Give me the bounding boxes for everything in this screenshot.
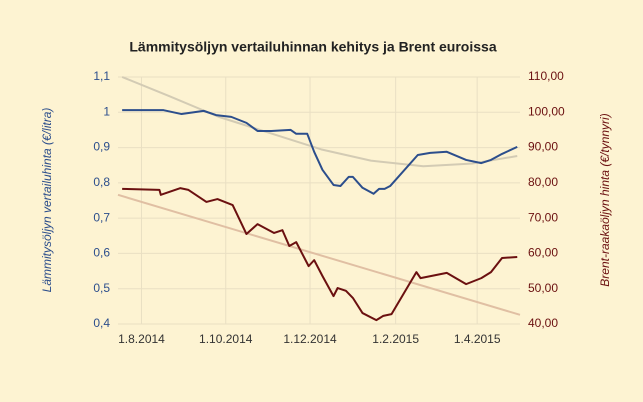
y-tick-label: 0,7 [93,210,110,224]
y-tick-label: 0,6 [93,246,110,260]
x-tick-label: 1.2.2015 [372,332,419,346]
series-line [121,76,518,168]
series-line [122,187,518,322]
y-tick-label: 0,8 [93,175,110,189]
y2-tick-label: 80,00 [528,175,558,189]
x-tick-label: 1.8.2014 [118,332,165,346]
y2-tick-label: 100,00 [528,104,565,118]
y-axis-title: Lämmitysöljyn vertailuhinta (€/litra) [40,108,54,293]
x-tick-label: 1.12.2014 [283,332,337,346]
y-tick-label: 1,1 [93,69,110,83]
y2-tick-label: 60,00 [528,246,558,260]
series-line [122,109,518,195]
y2-tick-label: 50,00 [528,281,558,295]
x-tick-label: 1.4.2015 [454,332,501,346]
y2-tick-label: 70,00 [528,210,558,224]
y2-tick-label: 40,00 [528,316,558,330]
y-tick-label: 0,5 [93,281,110,295]
y-tick-label: 0,4 [93,316,110,330]
y2-tick-label: 90,00 [528,140,558,154]
y2-axis-title: Brent-raakaöljyn hinta (€/tynnyri) [598,113,612,286]
y-tick-label: 1 [103,104,110,118]
y2-tick-label: 110,00 [528,69,564,83]
y-tick-label: 0,9 [93,140,110,154]
chart-title: Lämmitysöljyn vertailuhinnan kehitys ja … [129,39,496,55]
x-tick-label: 1.10.2014 [199,332,253,346]
series-line [117,193,521,316]
